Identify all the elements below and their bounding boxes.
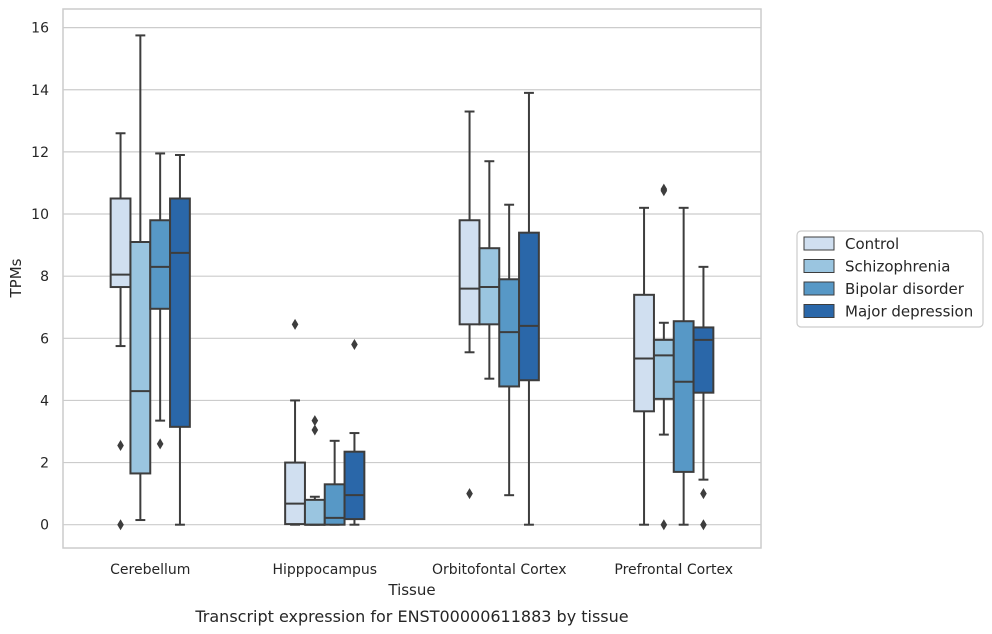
legend: Control Schizophrenia Bipolar disorder Majo… [796,230,984,328]
box [692,265,715,531]
y-tick-label: 12 [31,145,49,161]
y-tick-label: 14 [31,83,49,99]
outlier-point [311,424,319,436]
box-iqr [343,450,366,521]
legend-label: Control [845,235,899,253]
legend-swatch [803,281,835,296]
box-iqr [284,461,306,526]
outlier-point [156,438,164,450]
box-iqr [169,197,191,428]
y-axis-title: TPMs [7,258,25,298]
box [109,132,132,531]
box [633,206,655,526]
box [343,339,366,526]
y-tick-label: 4 [40,393,49,409]
plot-frame [62,8,762,549]
box [169,154,191,526]
y-tick-labels: 0 2 4 6 8 10 12 14 16 [31,21,49,534]
legend-label: Major depression [845,303,973,321]
chart-caption: Transcript expression for ENST0000061188… [194,607,628,626]
box [323,439,346,526]
box [303,415,326,526]
legend-swatch [803,304,835,318]
box [478,160,501,380]
y-tick-label: 16 [31,21,49,37]
box [129,34,152,522]
x-axis-title: Tissue [387,581,435,599]
outlier-point [660,185,668,197]
box [284,318,306,526]
legend-label: Bipolar disorder [845,280,965,298]
x-tick-label: Cerebellum [110,562,190,578]
outlier-point [351,339,358,351]
x-tick-label: Prefrontal Cortex [614,562,733,578]
legend-frame [796,230,984,328]
outlier-point [466,488,473,500]
box-iqr [303,498,326,526]
legend-swatch [803,236,835,251]
outlier-point [700,488,707,500]
x-tick-labels: Cerebellum Hipppocampus Orbitofontal Corte… [110,562,733,578]
box [458,110,481,500]
y-tick-label: 6 [40,331,49,347]
box [518,91,540,526]
box-series-group [109,34,715,531]
box-iqr [129,240,152,475]
y-tick-label: 0 [40,518,49,534]
outlier-point [117,519,124,531]
box-iqr [518,231,540,382]
legend-label: Schizophrenia [845,258,950,276]
y-tick-label: 10 [31,207,49,223]
box [652,183,675,531]
outlier-point [291,318,299,330]
y-tick-label: 2 [40,456,49,472]
outlier-point [660,519,668,531]
outlier-point [311,415,319,427]
box-iqr [633,293,655,413]
x-tick-label: Hipppocampus [272,562,377,578]
outlier-point [700,519,707,531]
legend-swatch [803,259,835,273]
y-tick-label: 8 [40,269,49,285]
box-iqr [672,320,695,473]
box-iqr [149,219,172,310]
box [672,206,695,526]
box-iqr [692,326,715,394]
box-iqr [458,219,481,326]
box [149,152,172,450]
x-tick-label: Orbitofontal Cortex [432,562,567,578]
box-iqr [652,338,675,400]
outlier-point [117,439,124,451]
box [498,203,521,497]
